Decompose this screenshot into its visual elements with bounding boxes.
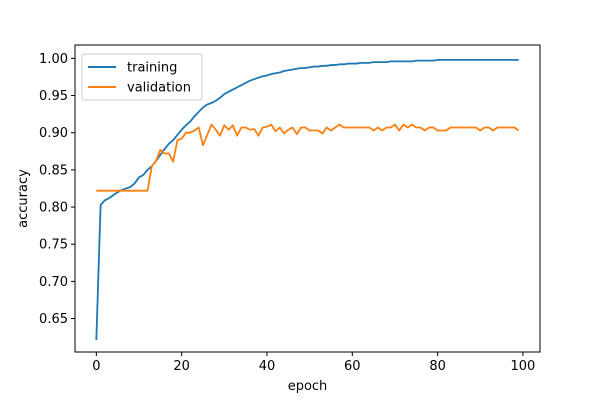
legend-box — [81, 53, 203, 101]
y-axis-label: accuracy — [16, 169, 31, 228]
plot-series — [95, 58, 520, 341]
x-tick-label: 60 — [344, 359, 361, 374]
x-tick-label: 0 — [92, 359, 100, 374]
validation-series-line — [96, 123, 520, 192]
x-tick-label: 80 — [429, 359, 446, 374]
y-tick-label: 0.70 — [39, 275, 68, 290]
x-axis-ticks: 0 20 40 60 80 100 — [92, 352, 535, 374]
y-tick-label: 0.95 — [39, 89, 68, 104]
y-tick-label: 0.80 — [39, 201, 68, 216]
y-axis-ticks: 0.65 0.70 0.75 0.80 0.85 0.90 0.95 1.00 — [39, 52, 75, 327]
y-tick-label: 0.90 — [39, 126, 68, 141]
x-tick-label: 20 — [173, 359, 190, 374]
y-tick-label: 1.00 — [39, 52, 68, 67]
y-tick-label: 0.85 — [39, 163, 68, 178]
x-axis-label: epoch — [288, 379, 328, 394]
training-series-line — [95, 58, 519, 341]
legend-label-training: training — [127, 61, 177, 76]
x-tick-label: 100 — [511, 359, 536, 374]
legend-label-validation: validation — [127, 81, 191, 96]
axes-frame — [74, 44, 541, 353]
legend: training validation — [81, 53, 203, 101]
y-tick-label: 0.65 — [39, 312, 68, 327]
x-tick-label: 40 — [259, 359, 276, 374]
y-tick-label: 0.75 — [39, 238, 68, 253]
